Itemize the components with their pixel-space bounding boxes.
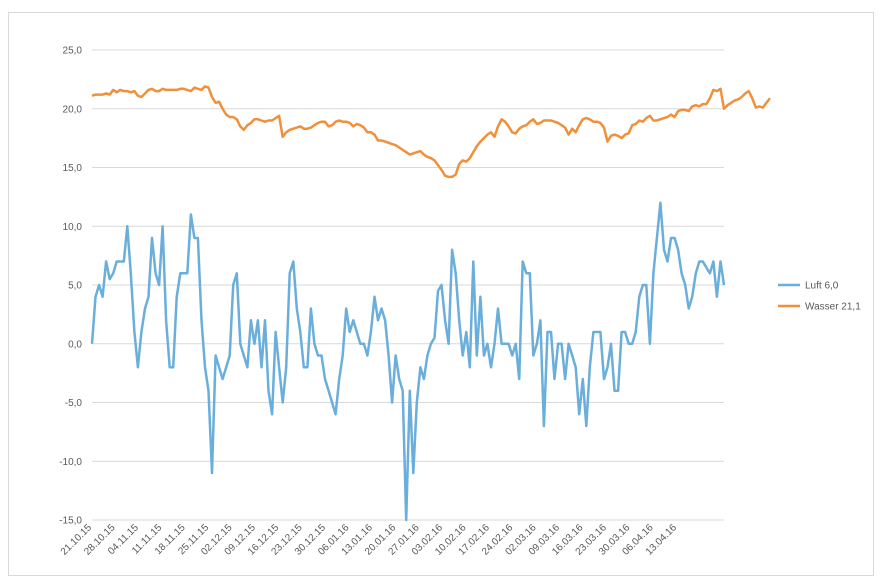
series-line-wasser xyxy=(91,85,771,179)
y-tick-label: 25,0 xyxy=(63,46,83,57)
y-tick-label: 10,0 xyxy=(63,222,83,233)
series-lines xyxy=(90,85,771,522)
legend-label: Wasser 21,1 xyxy=(805,302,861,313)
chart-frame xyxy=(8,12,874,576)
series-line-luft xyxy=(90,201,726,522)
y-tick-label: 20,0 xyxy=(63,104,83,115)
y-tick-label: -10,0 xyxy=(59,457,82,468)
y-tick-label: 5,0 xyxy=(68,281,82,292)
gridlines xyxy=(92,49,724,521)
y-tick-label: 15,0 xyxy=(63,163,83,174)
legend: Luft 6,0 Wasser 21,1 xyxy=(778,281,861,313)
y-tick-label: 0,0 xyxy=(68,339,82,350)
y-axis-tick-labels: 25,0 20,0 15,0 10,0 5,0 0,0 -5,0 -10,0 -15,0 xyxy=(59,46,82,527)
x-axis-tick-labels: 21.10.1528.10.1504.11.1511.11.1518.11.15… xyxy=(59,522,680,558)
y-tick-label: -15,0 xyxy=(59,516,82,527)
legend-label: Luft 6,0 xyxy=(805,281,839,292)
y-tick-label: -5,0 xyxy=(65,398,83,409)
